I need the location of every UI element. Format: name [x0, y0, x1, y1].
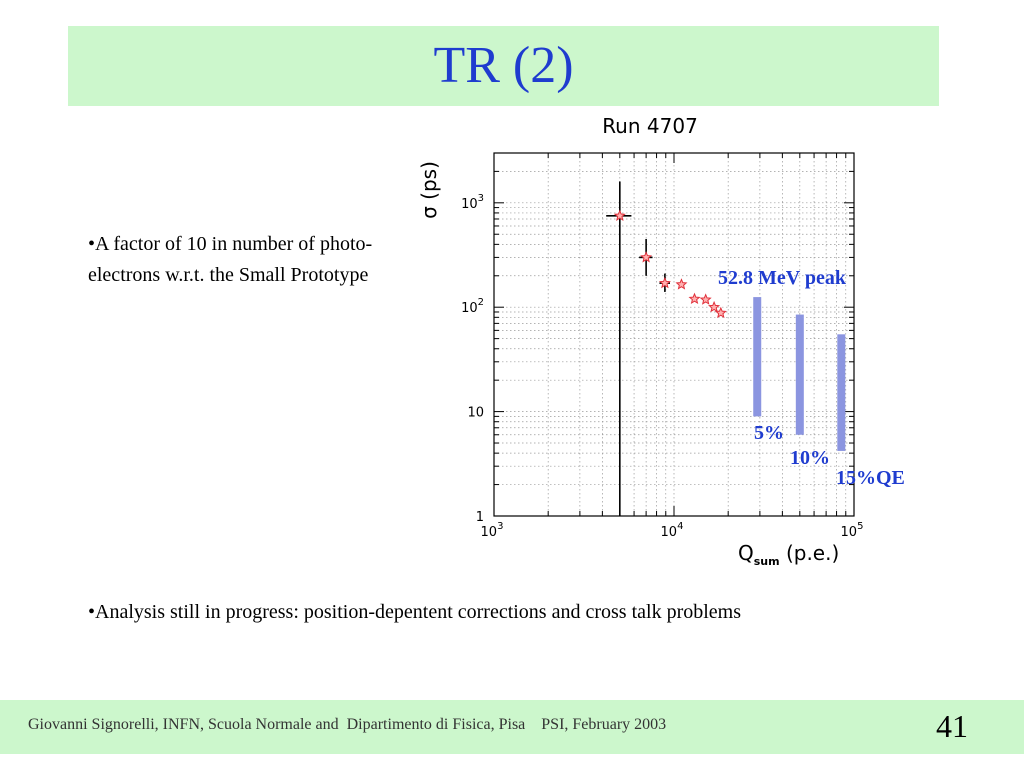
footer-credits: Giovanni Signorelli, INFN, Scuola Normal…: [28, 716, 667, 733]
annotation-5-percent: 5%: [754, 422, 784, 444]
x-tick-label: 103: [481, 521, 504, 540]
x-axis-label-sub: sum: [754, 555, 780, 568]
data-point: [699, 293, 712, 305]
y-tick-label: 103: [461, 193, 484, 212]
chart-title: Run 4707: [602, 114, 698, 138]
x-tick-label: 104: [661, 521, 684, 540]
x-axis-label-main: Q: [738, 541, 754, 565]
qe-band: [795, 314, 804, 435]
data-point: [714, 306, 727, 319]
x-axis-label: Qsum (p.e.): [738, 541, 839, 568]
x-axis-label-unit: (p.e.): [780, 541, 840, 565]
title-bar: TR (2): [68, 26, 939, 106]
annotation-peak: 52.8 MeV peak: [718, 267, 847, 289]
chart-bands: [753, 297, 846, 451]
y-tick-label: 10: [467, 406, 484, 421]
data-point: [613, 209, 626, 221]
annotation-15-percent-qe: 15%QE: [836, 467, 905, 489]
x-tick-label: 105: [841, 521, 864, 540]
y-tick-label: 102: [461, 297, 484, 316]
footer-bar: Giovanni Signorelli, INFN, Scuola Normal…: [0, 700, 1024, 754]
data-point: [688, 292, 701, 305]
chart-ticks: [493, 152, 854, 517]
qe-band: [837, 334, 846, 451]
y-axis-label: σ (ps): [417, 161, 441, 219]
page-number: 41: [936, 708, 968, 744]
bullet-analysis-progress: •Analysis still in progress: position-de…: [88, 601, 741, 623]
chart: 103 104 105 1 10 102 103 Run 4707 σ (ps) Qsum …: [417, 114, 905, 568]
data-point: [675, 278, 688, 290]
qe-band: [753, 297, 762, 417]
bullet-photo-electrons: •A factor of 10 in number of photo-elect…: [88, 233, 373, 286]
chart-tick-labels: 103 104 105 1 10 102 103: [461, 193, 863, 540]
data-point: [640, 251, 653, 263]
data-point: [658, 276, 671, 289]
chart-grid: [494, 152, 854, 516]
chart-points: [606, 181, 727, 516]
data-point: [708, 300, 721, 313]
annotation-10-percent: 10%: [790, 447, 830, 469]
slide-title: TR (2): [433, 37, 574, 94]
y-tick-label: 1: [476, 510, 484, 525]
